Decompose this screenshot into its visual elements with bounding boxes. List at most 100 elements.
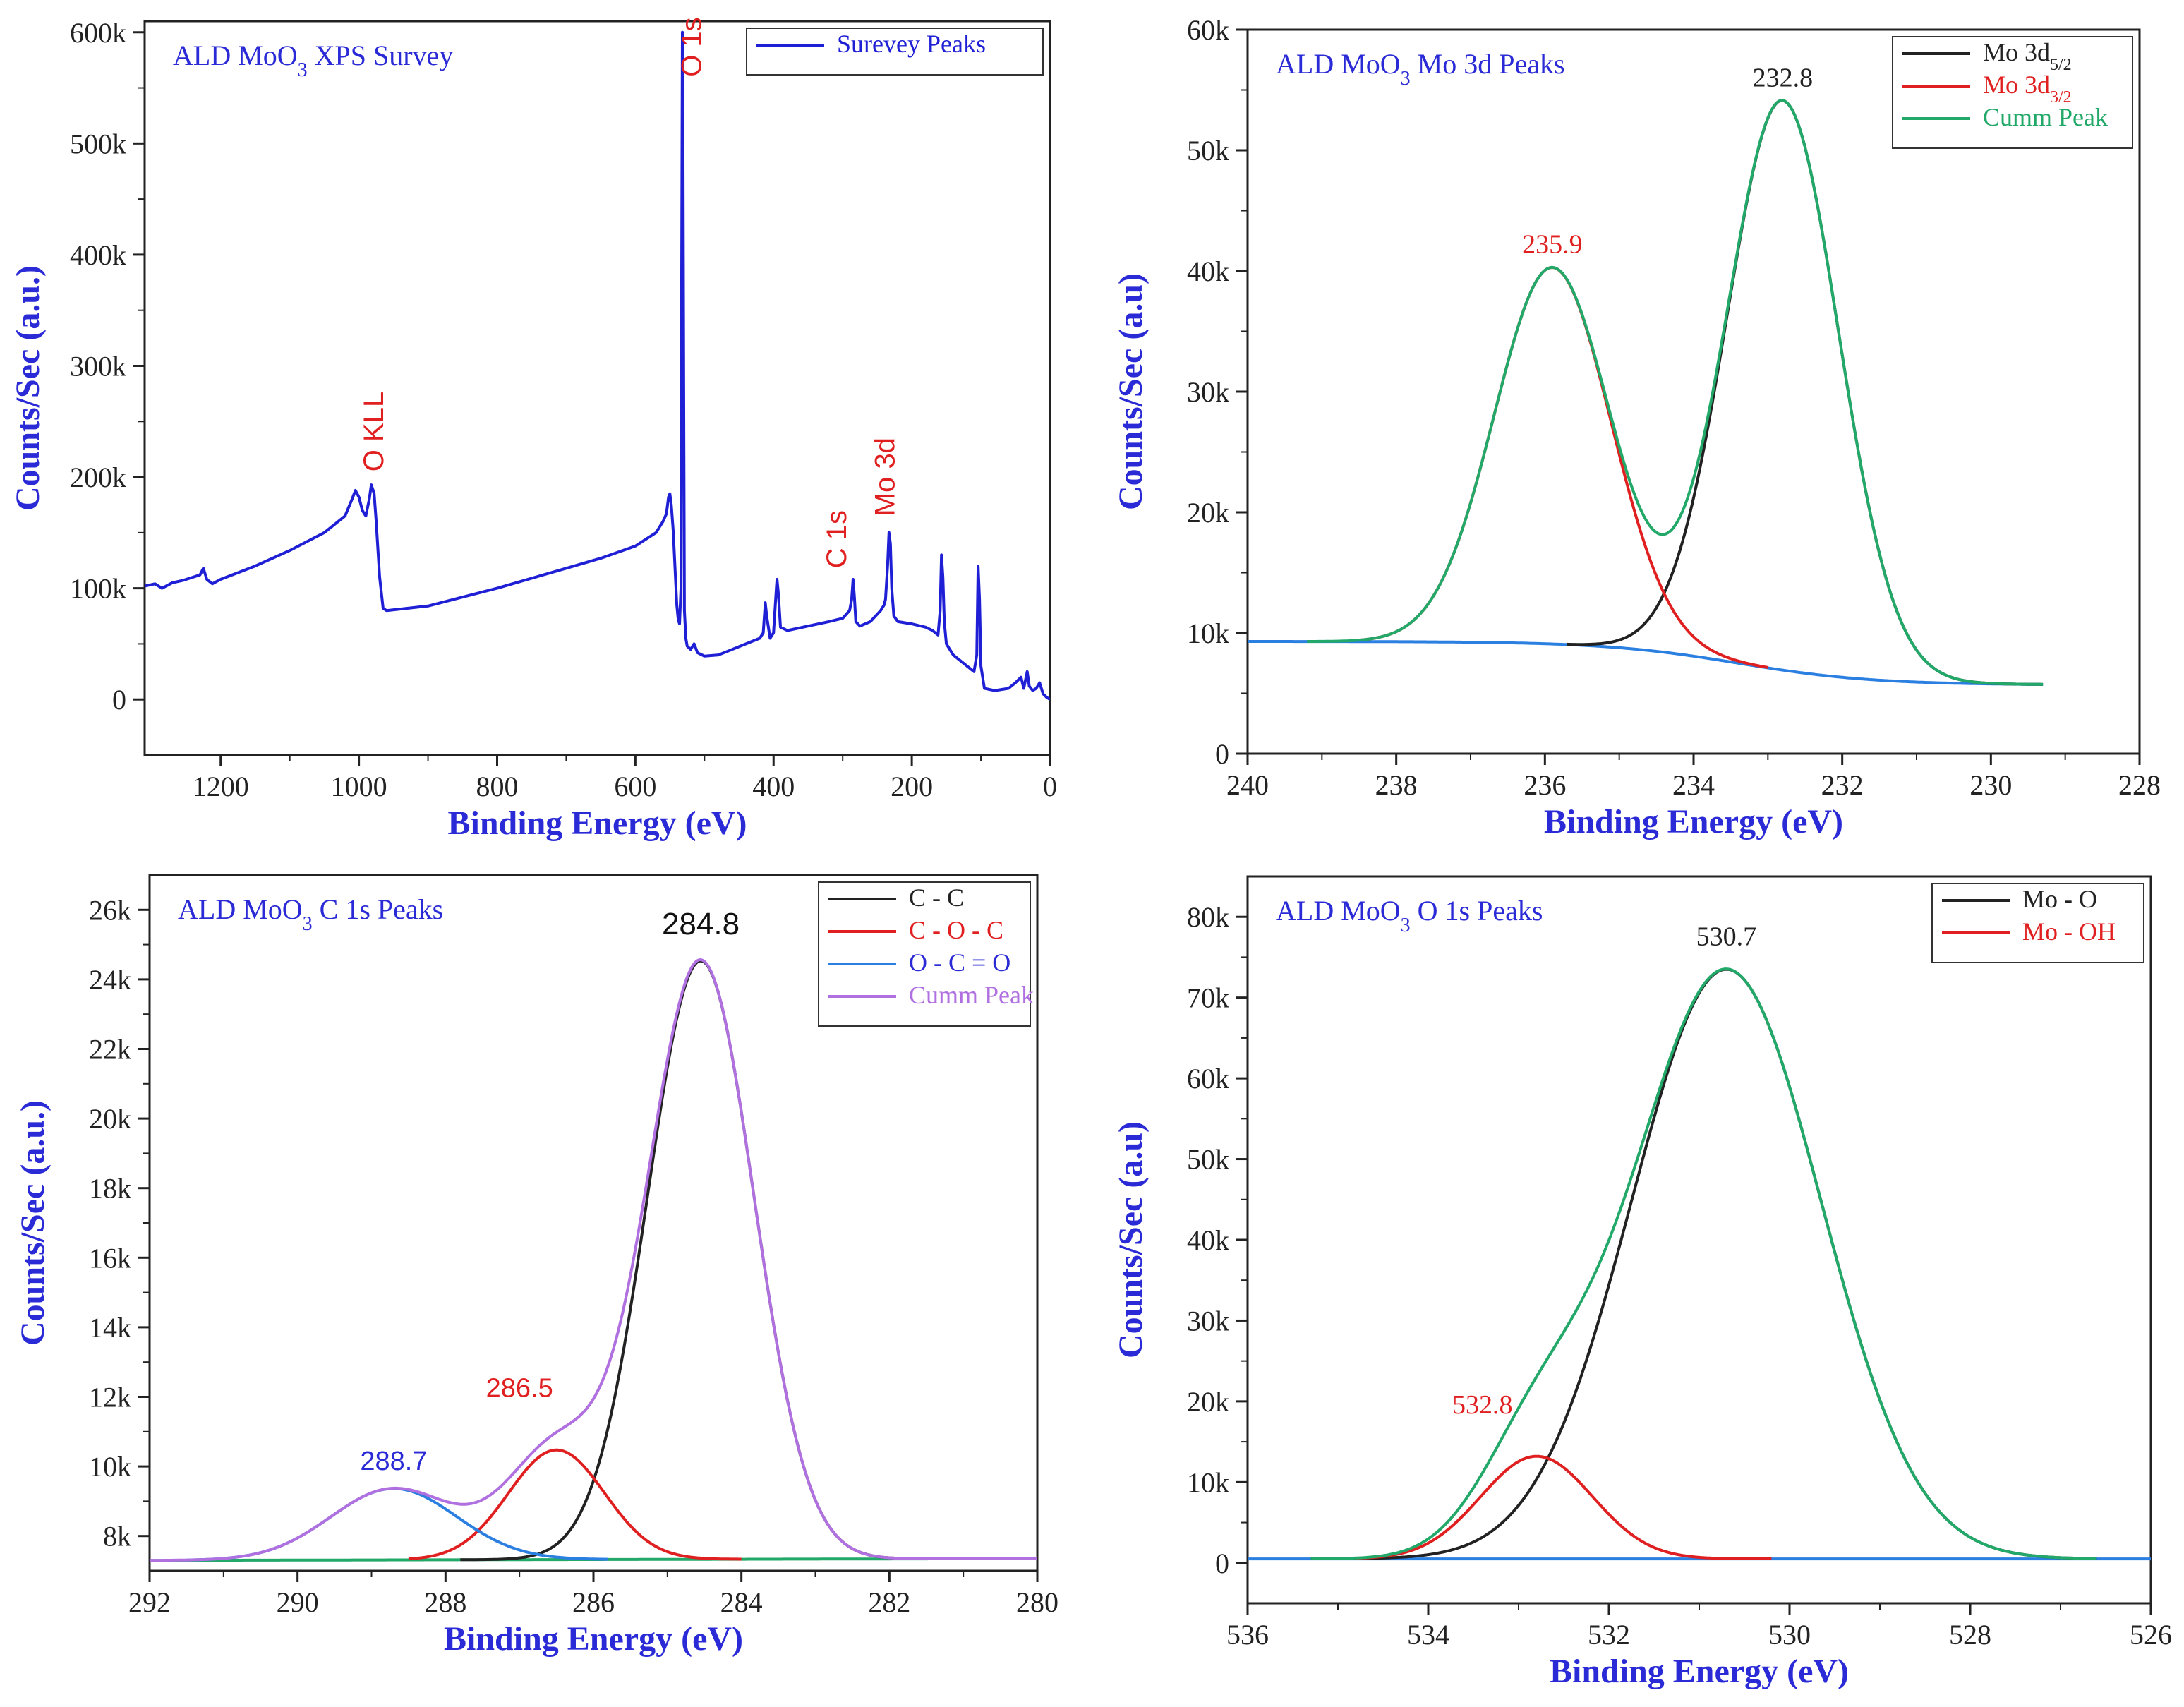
chart-panel-1: 1200 1000 800 600 400 200 0 0 100k 200k 300k 400k 50…: [9, 17, 1057, 842]
legend: Surevey Peaks: [746, 28, 1044, 76]
legend-label: Mo 3d5/2: [1983, 38, 2072, 74]
y-axis-label: Counts/Sec (a.u): [1112, 273, 1150, 510]
peak-annotation: Mo 3d: [870, 438, 901, 516]
chart-title: ALD MoO3 C 1s Peaks: [178, 893, 443, 935]
y-axis-label: Counts/Sec (a.u.): [14, 1100, 52, 1346]
legend-label: Mo - O: [2022, 885, 2097, 913]
x-tick-label: 240: [1226, 769, 1269, 801]
peak-annotation: 284.8: [662, 907, 740, 941]
series-line-mo-oh: [1355, 1454, 1773, 1560]
y-tick-label: 10k: [89, 1451, 131, 1483]
chart-title-rest: XPS Survey: [308, 40, 454, 71]
y-tick-label: 10k: [1187, 617, 1229, 649]
x-tick-label: 526: [2130, 1619, 2172, 1651]
x-tick-label: 234: [1672, 769, 1715, 801]
y-tick-label: 22k: [89, 1034, 131, 1066]
y-tick-label: 400k: [70, 239, 126, 271]
chart-title-rest: C 1s Peaks: [313, 893, 444, 925]
chart-title-subscript: 3: [298, 59, 308, 81]
legend-label: Cumm Peak: [1983, 103, 2108, 131]
legend-label-subscript: 3/2: [2050, 88, 2072, 107]
peak-annotation: 232.8: [1753, 63, 1814, 92]
chart-title-main: ALD MoO: [173, 40, 298, 71]
x-tick-label: 530: [1768, 1619, 1811, 1651]
plot-area: [1248, 967, 2151, 1561]
series-line-cumm-peak: [1307, 99, 2044, 686]
legend-label-main: Cumm Peak: [1983, 103, 2108, 131]
y-tick-label: 500k: [70, 128, 126, 159]
chart-panel-4: 536 534 532 530 528 526 0 10k 20k 30k 40k 50k 60k 70k…: [1112, 875, 2172, 1690]
peak-annotation: 530.7: [1696, 922, 1757, 951]
series-line-c-o-c: [407, 1448, 742, 1561]
x-tick-label: 230: [1969, 769, 2012, 801]
chart-title: ALD MoO3 XPS Survey: [173, 40, 453, 81]
legend-label: Surevey Peaks: [837, 30, 986, 58]
y-tick-label: 30k: [1187, 1305, 1229, 1337]
x-tick-label: 536: [1226, 1619, 1269, 1651]
legend-label-main: Mo 3d: [1983, 38, 2050, 66]
y-tick-label: 24k: [89, 964, 131, 996]
legend-label: O - C = O: [909, 948, 1010, 977]
peak-annotation: 288.7: [360, 1447, 427, 1476]
legend-label-main: C - C: [909, 883, 964, 912]
y-tick-label: 14k: [89, 1312, 131, 1344]
x-axis-label: Binding Energy (eV): [1544, 803, 1843, 840]
legend-box: [1892, 36, 2133, 149]
chart-panel-2: 240 238 236 234 232 230 228 0 10k 20k 30k 40k 50k 60k…: [1112, 14, 2161, 840]
x-tick-label: 238: [1375, 769, 1418, 801]
peak-annotation: O KLL: [358, 392, 390, 471]
plot-area: [145, 30, 1050, 701]
x-tick-label: 232: [1821, 769, 1864, 801]
y-axis-label: Counts/Sec (a.u): [1112, 1121, 1150, 1358]
chart-title-rest: O 1s Peaks: [1411, 895, 1543, 927]
y-tick-label: 60k: [1187, 1063, 1229, 1094]
x-tick-label: 532: [1588, 1619, 1630, 1651]
x-tick-label: 534: [1407, 1619, 1449, 1651]
y-tick-label: 300k: [70, 350, 126, 382]
y-tick-label: 18k: [89, 1173, 131, 1205]
x-tick-label: 292: [128, 1586, 171, 1618]
y-tick-label: 40k: [1187, 1224, 1229, 1256]
legend-label-main: O - C = O: [909, 948, 1010, 977]
y-tick-label: 100k: [70, 573, 126, 605]
legend-label: C - C: [909, 883, 964, 912]
series-line-background: [1248, 640, 2044, 686]
x-tick-label: 400: [752, 771, 795, 802]
legend-label: Cumm Peak: [909, 981, 1034, 1009]
legend-label: Mo 3d3/2: [1983, 71, 2072, 107]
legend-box: [1931, 883, 2144, 963]
x-tick-label: 800: [476, 771, 518, 802]
legend-label-main: Mo - OH: [2022, 917, 2116, 946]
legend-box: [818, 881, 1031, 1027]
plot-frame: [143, 20, 1051, 756]
legend-label-subscript: 5/2: [2050, 56, 2072, 74]
legend: C - C C - O - C O - C = O Cumm Peak: [818, 881, 1034, 1027]
x-tick-label: 286: [572, 1586, 615, 1618]
chart-title: ALD MoO3 O 1s Peaks: [1276, 895, 1543, 936]
legend-label: C - O - C: [909, 916, 1003, 944]
legend-label-main: C - O - C: [909, 916, 1003, 944]
legend-label-main: Mo 3d: [1983, 71, 2050, 99]
y-tick-label: 600k: [70, 17, 126, 49]
y-tick-label: 0: [112, 684, 126, 716]
y-tick-label: 0: [1215, 738, 1229, 770]
plot-area: [1248, 99, 2044, 686]
y-tick-label: 200k: [70, 462, 126, 493]
series-line-surevey-peaks: [145, 30, 1050, 701]
chart-title-main: ALD MoO: [1276, 895, 1401, 927]
y-tick-label: 80k: [1187, 901, 1229, 933]
x-tick-label: 284: [720, 1586, 763, 1618]
legend-box: [746, 28, 1044, 76]
y-axis-label: Counts/Sec (a.u.): [9, 265, 47, 511]
y-tick-label: 8k: [103, 1521, 131, 1552]
x-axis-label: Binding Energy (eV): [1550, 1653, 1849, 1690]
legend-label-main: Mo - O: [2022, 885, 2097, 913]
x-axis-label: Binding Energy (eV): [447, 804, 747, 842]
legend-label: Mo - OH: [2022, 917, 2116, 946]
plot-area: [150, 958, 1037, 1562]
chart-title-main: ALD MoO: [178, 893, 303, 925]
peak-annotation: 286.5: [486, 1374, 553, 1404]
y-tick-label: 50k: [1187, 135, 1229, 167]
chart-title-rest: Mo 3d Peaks: [1411, 48, 1565, 80]
